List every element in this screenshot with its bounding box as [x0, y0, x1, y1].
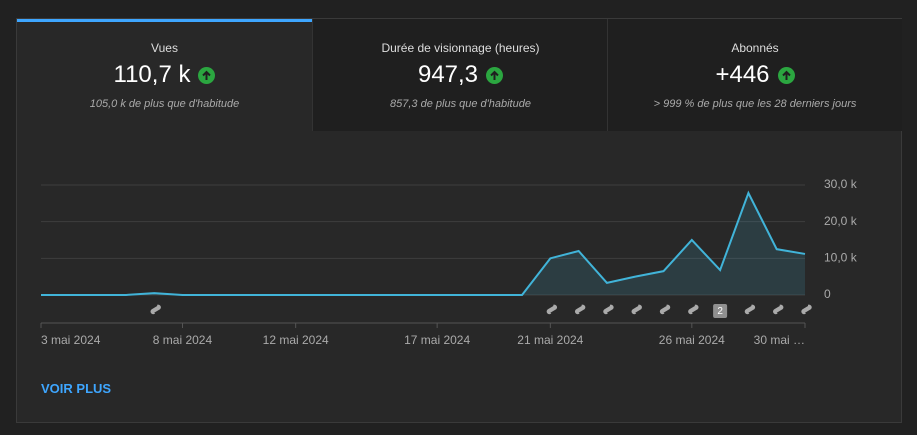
card: Vues 110,7 k 105,0 k de plus que d'habitud…: [16, 18, 902, 423]
shorts-icon: [744, 304, 756, 315]
up-icon: [777, 66, 795, 84]
x-tick-label: 12 mai 2024: [263, 333, 329, 347]
x-tick-label: 21 mai 2024: [517, 333, 583, 347]
shorts-icon: [688, 304, 699, 315]
more-link[interactable]: VOIR PLUS: [41, 381, 112, 396]
tab-note: 105,0 k de plus que d'habitude: [89, 98, 240, 110]
tab-value-row: 947,3: [313, 61, 608, 89]
tab-title: Abonnés: [731, 41, 779, 55]
tab-note: > 999 % de plus que les 28 derniers jour…: [653, 98, 857, 110]
y-tick-label: 10,0 k: [824, 251, 858, 265]
x-tick-label: 26 mai 2024: [659, 333, 725, 347]
tab-value: +446: [715, 61, 770, 88]
tab-title: Durée de visionnage (heures): [381, 41, 540, 55]
tab[interactable]: Vues 110,7 k 105,0 k de plus que d'habitud…: [17, 19, 312, 131]
tab-title: Vues: [151, 41, 178, 55]
shorts-icon: [801, 304, 812, 315]
y-tick-label: 20,0 k: [824, 214, 858, 228]
tab-value-row: +446: [608, 61, 902, 89]
shorts-icon: [631, 304, 642, 315]
shorts-icon: [574, 304, 586, 315]
up-icon: [486, 66, 504, 84]
line: [41, 190, 806, 296]
up-icon: [198, 66, 216, 84]
tab-value-row: 110,7 k: [17, 61, 312, 89]
shorts-icon: [603, 304, 614, 315]
y-tick-label: 30,0 k: [824, 177, 858, 191]
shorts-icon: [546, 304, 558, 315]
tab-value: 110,7 k: [113, 61, 191, 88]
shorts-icon: [659, 304, 671, 315]
badge: [713, 304, 728, 318]
tab-note: 857,3 de plus que d'habitude: [390, 98, 531, 110]
x-tick-label: 17 mai 2024: [404, 333, 470, 347]
y-tick-label: 0: [824, 287, 831, 301]
tab[interactable]: Abonnés +446 > 999 % de plus que les 28 de…: [607, 19, 902, 131]
x-tick-label: 8 mai 2024: [153, 333, 213, 347]
area: [41, 193, 805, 295]
shorts-icon: [150, 304, 161, 315]
x-tick-label: 3 mai 2024: [41, 333, 101, 347]
x-tick-label: 30 mai …: [754, 333, 805, 347]
shorts-icon: [773, 304, 784, 315]
badge-label: 2: [717, 306, 723, 317]
tab-value: 947,3: [417, 61, 479, 88]
tab[interactable]: Durée de visionnage (heures) 947,3 857,3 d…: [312, 19, 608, 131]
